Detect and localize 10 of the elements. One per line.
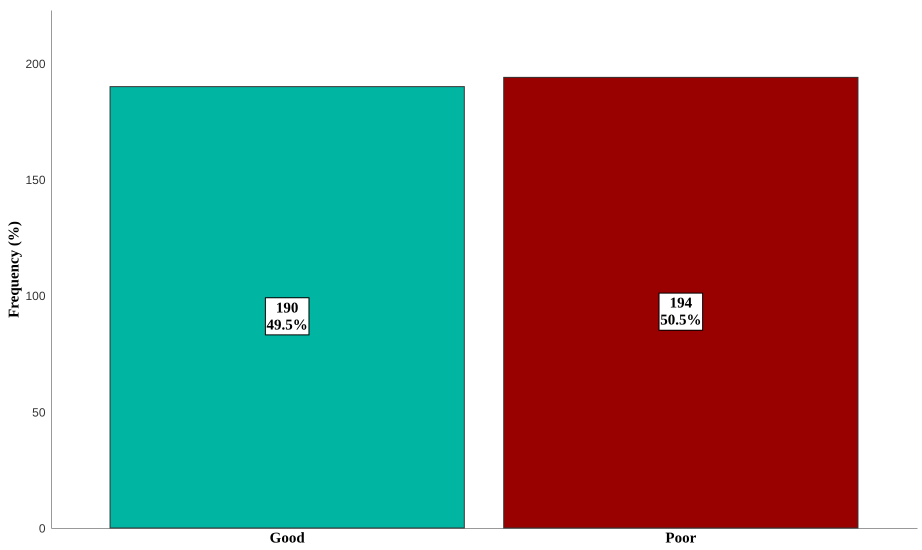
data-label: 194 50.5% (660, 296, 702, 329)
data-label: 190 49.5% (266, 300, 308, 334)
x-tick-label: Good (270, 530, 306, 546)
y-tick-label: 200 (25, 56, 46, 71)
y-axis-title: Frequency (%) (6, 221, 22, 318)
x-tick-label: Poor (665, 530, 697, 546)
y-tick-label: 0 (38, 522, 46, 536)
y-tick-label: 100 (25, 289, 46, 304)
y-tick-label: 50 (32, 405, 46, 420)
y-tick-label: 150 (25, 173, 46, 188)
